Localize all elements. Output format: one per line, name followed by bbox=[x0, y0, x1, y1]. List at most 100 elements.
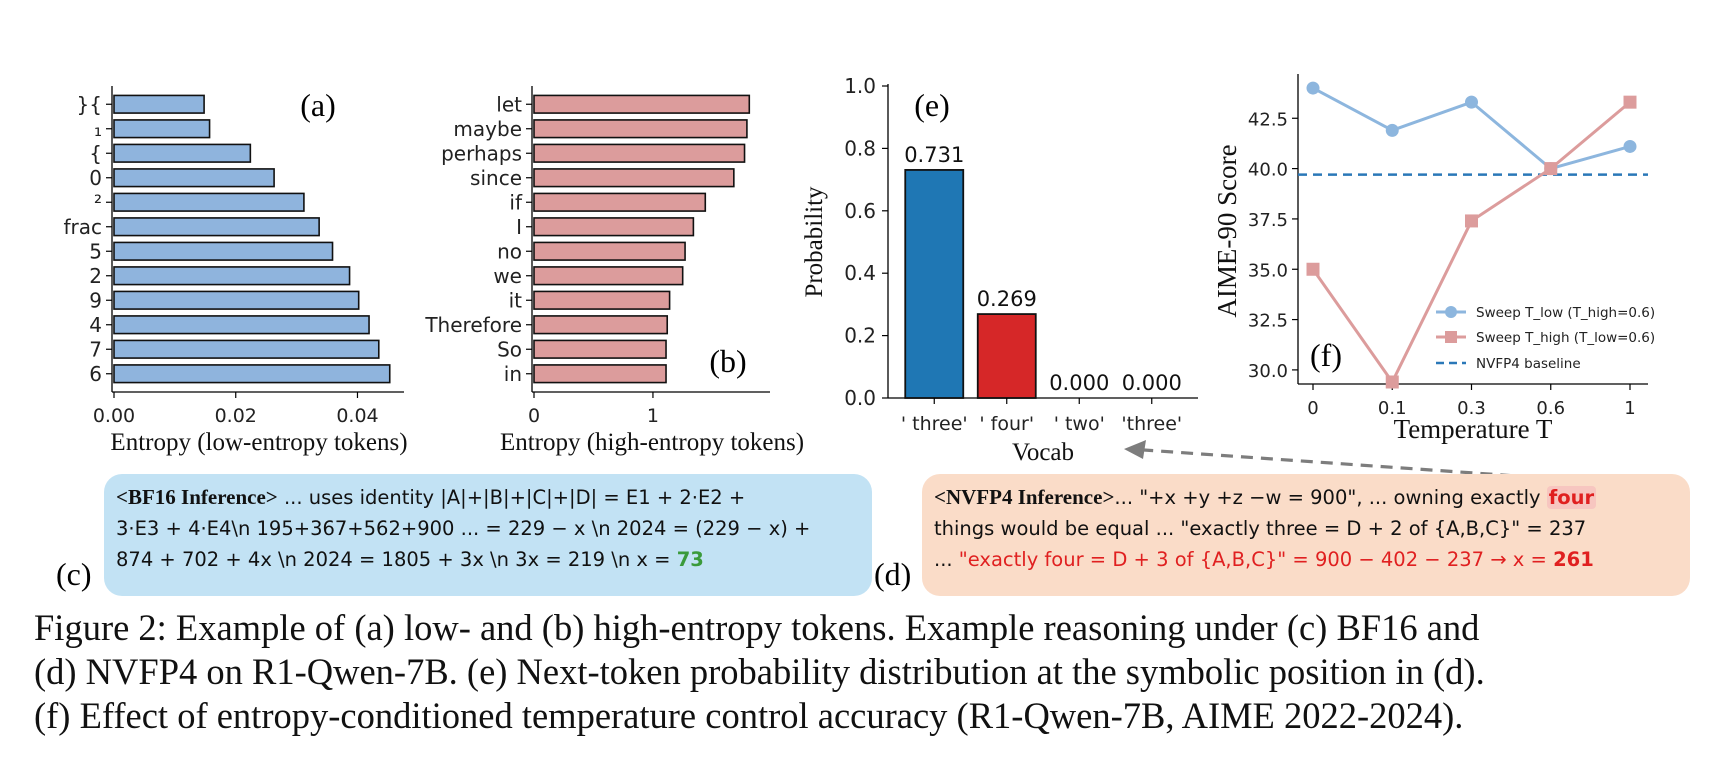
chart-a-category-label: 2 bbox=[89, 264, 102, 288]
chart-b-x-tick-label: 1 bbox=[647, 405, 659, 427]
chart-f-point bbox=[1544, 162, 1558, 176]
chart-e-x-tick-label: ' three' bbox=[901, 413, 968, 435]
nvfp4-line-1: ... "+x +y +z −w = 900", ... owning exac… bbox=[1114, 486, 1547, 509]
nvfp4-line-3-prefix: ... bbox=[934, 548, 959, 571]
chart-a-x-tick-label: 0.02 bbox=[215, 405, 257, 427]
chart-e-data-label: 0.269 bbox=[977, 287, 1037, 311]
chart-b-category-label: Therefore bbox=[424, 313, 522, 337]
chart-b-category-label: in bbox=[504, 362, 522, 386]
chart-f-y-tick-label: 30.0 bbox=[1248, 361, 1288, 382]
chart-a-bar bbox=[113, 339, 380, 359]
chart-b-bar bbox=[533, 266, 684, 286]
chart-e-x-axis-title: Vocab bbox=[1012, 439, 1074, 466]
chart-b-x-axis-title: Entropy (high-entropy tokens) bbox=[500, 429, 804, 456]
chart-e-data-label: 0.731 bbox=[904, 143, 964, 167]
bf16-answer: 73 bbox=[676, 548, 704, 571]
chart-a-bar bbox=[113, 364, 391, 384]
chart-b-x-tick-label: 0 bbox=[528, 405, 540, 427]
bf16-line-2: 3·E3 + 4·E4\n 195+367+562+900 ... = 229 … bbox=[116, 517, 811, 540]
chart-a-category-label: ² bbox=[94, 190, 102, 214]
nvfp4-line-3-red: "exactly four = D + 3 of {A,B,C}" = 900 … bbox=[958, 548, 1554, 571]
chart-a-bar bbox=[113, 168, 275, 188]
chart-f-y-tick-label: 40.0 bbox=[1248, 160, 1288, 181]
chart-f-x-tick-label: 0.6 bbox=[1536, 398, 1565, 419]
chart-a-panel-label: (a) bbox=[300, 87, 336, 123]
chart-e-x-tick-label: 'three' bbox=[1121, 413, 1182, 435]
chart-e-y-tick-label: 1.0 bbox=[844, 74, 876, 98]
chart-b-category-label: So bbox=[497, 337, 522, 361]
chart-b-category-label: it bbox=[509, 288, 523, 312]
bf16-tag: <BF16 Inference> bbox=[116, 485, 278, 509]
chart-f-point bbox=[1465, 214, 1478, 228]
chart-b-category-label: if bbox=[509, 190, 523, 214]
chart-a-category-label: 7 bbox=[89, 337, 102, 361]
chart-b-bar bbox=[533, 168, 735, 188]
chart-f-x-tick-label: 0 bbox=[1307, 398, 1318, 419]
nvfp4-line-2: things would be equal ... "exactly three… bbox=[934, 517, 1587, 540]
chart-f-y-tick-label: 37.5 bbox=[1248, 210, 1288, 231]
chart-e-y-tick-label: 0.8 bbox=[844, 136, 876, 160]
chart-f-y-axis-title: AIME-90 Score bbox=[1212, 144, 1242, 317]
nvfp4-highlight-four: four bbox=[1546, 486, 1597, 509]
chart-e-x-tick-label: ' two' bbox=[1054, 413, 1105, 435]
caption-line-1: Figure 2: Example of (a) low- and (b) hi… bbox=[34, 607, 1480, 648]
chart-a-bar bbox=[113, 192, 305, 212]
chart-e-bar bbox=[904, 169, 965, 399]
chart-a-category-label: }{ bbox=[77, 92, 102, 116]
chart-e-bar bbox=[976, 313, 1037, 399]
chart-f-x-tick-label: 0.1 bbox=[1378, 398, 1407, 419]
chart-f-y-tick-label: 35.0 bbox=[1248, 260, 1288, 281]
chart-a-category-label: 4 bbox=[89, 313, 102, 337]
chart-f-point bbox=[1623, 95, 1637, 109]
chart-f-point bbox=[1623, 139, 1637, 153]
chart-b-bar bbox=[533, 192, 707, 212]
chart-f-legend-label: Sweep T_low (T_high=0.6) bbox=[1476, 305, 1655, 321]
chart-a-bar bbox=[113, 94, 205, 114]
chart-b-category-label: no bbox=[497, 239, 522, 263]
chart-a-bar bbox=[113, 217, 320, 237]
chart-b-bar bbox=[533, 217, 695, 237]
chart-f-x-axis-title: Temperature T bbox=[1394, 414, 1553, 444]
figure-caption: Figure 2: Example of (a) low- and (b) hi… bbox=[34, 606, 1724, 738]
chart-b-category-label: maybe bbox=[453, 117, 522, 141]
chart-a-x-tick-label: 0.00 bbox=[93, 405, 135, 427]
chart-a-category-label: frac bbox=[63, 215, 102, 239]
bf16-line-3: 874 + 702 + 4x \n 2024 = 1805 + 3x \n 3x… bbox=[116, 548, 677, 571]
chart-a-category-label: 9 bbox=[89, 288, 102, 312]
caption-line-3: (f) Effect of entropy-conditioned temper… bbox=[34, 695, 1464, 736]
chart-f-panel-label: (f) bbox=[1310, 337, 1342, 373]
dashed-arrow-head bbox=[1124, 440, 1146, 459]
chart-f-point bbox=[1465, 95, 1478, 109]
chart-a-x-tick-label: 0.04 bbox=[336, 405, 378, 427]
chart-f-legend-marker bbox=[1445, 331, 1457, 343]
chart-b-bar bbox=[533, 94, 751, 114]
chart-f-legend-marker bbox=[1445, 306, 1457, 318]
chart-a-category-label: 0 bbox=[89, 166, 102, 190]
chart-a-category-label: 6 bbox=[89, 362, 102, 386]
chart-a-bar bbox=[113, 143, 252, 163]
caption-line-2: (d) NVFP4 on R1-Qwen-7B. (e) Next-token … bbox=[34, 651, 1485, 692]
chart-b-panel-label: (b) bbox=[709, 343, 746, 379]
chart-f-legend-label: NVFP4 baseline bbox=[1476, 356, 1581, 372]
chart-b-category-label: since bbox=[470, 166, 522, 190]
chart-e-y-tick-label: 0.0 bbox=[844, 386, 876, 410]
chart-e-data-label: 0.000 bbox=[1049, 371, 1109, 395]
chart-f-y-tick-label: 42.5 bbox=[1248, 109, 1288, 130]
chart-a-bar bbox=[113, 119, 211, 139]
chart-f-point bbox=[1385, 123, 1399, 137]
nvfp4-answer: 261 bbox=[1553, 548, 1594, 571]
chart-a-x-axis-title: Entropy (low-entropy tokens) bbox=[110, 429, 407, 456]
chart-e-data-label: 0.000 bbox=[1122, 371, 1182, 395]
chart-b-category-label: I bbox=[516, 215, 522, 239]
bf16-inference-box: <BF16 Inference> ... uses identity |A|+|… bbox=[104, 474, 872, 596]
chart-b-bar bbox=[533, 364, 667, 384]
chart-e-y-tick-label: 0.4 bbox=[844, 261, 876, 285]
chart-e-y-tick-label: 0.2 bbox=[844, 324, 876, 348]
chart-b-category-label: let bbox=[496, 92, 522, 116]
nvfp4-tag: <NVFP4 Inference> bbox=[934, 485, 1115, 509]
chart-e-panel-label: (e) bbox=[914, 87, 950, 123]
chart-b-bar bbox=[533, 143, 746, 163]
chart-e-y-axis-title: Probability bbox=[801, 186, 828, 298]
chart-b-bar bbox=[533, 339, 667, 359]
